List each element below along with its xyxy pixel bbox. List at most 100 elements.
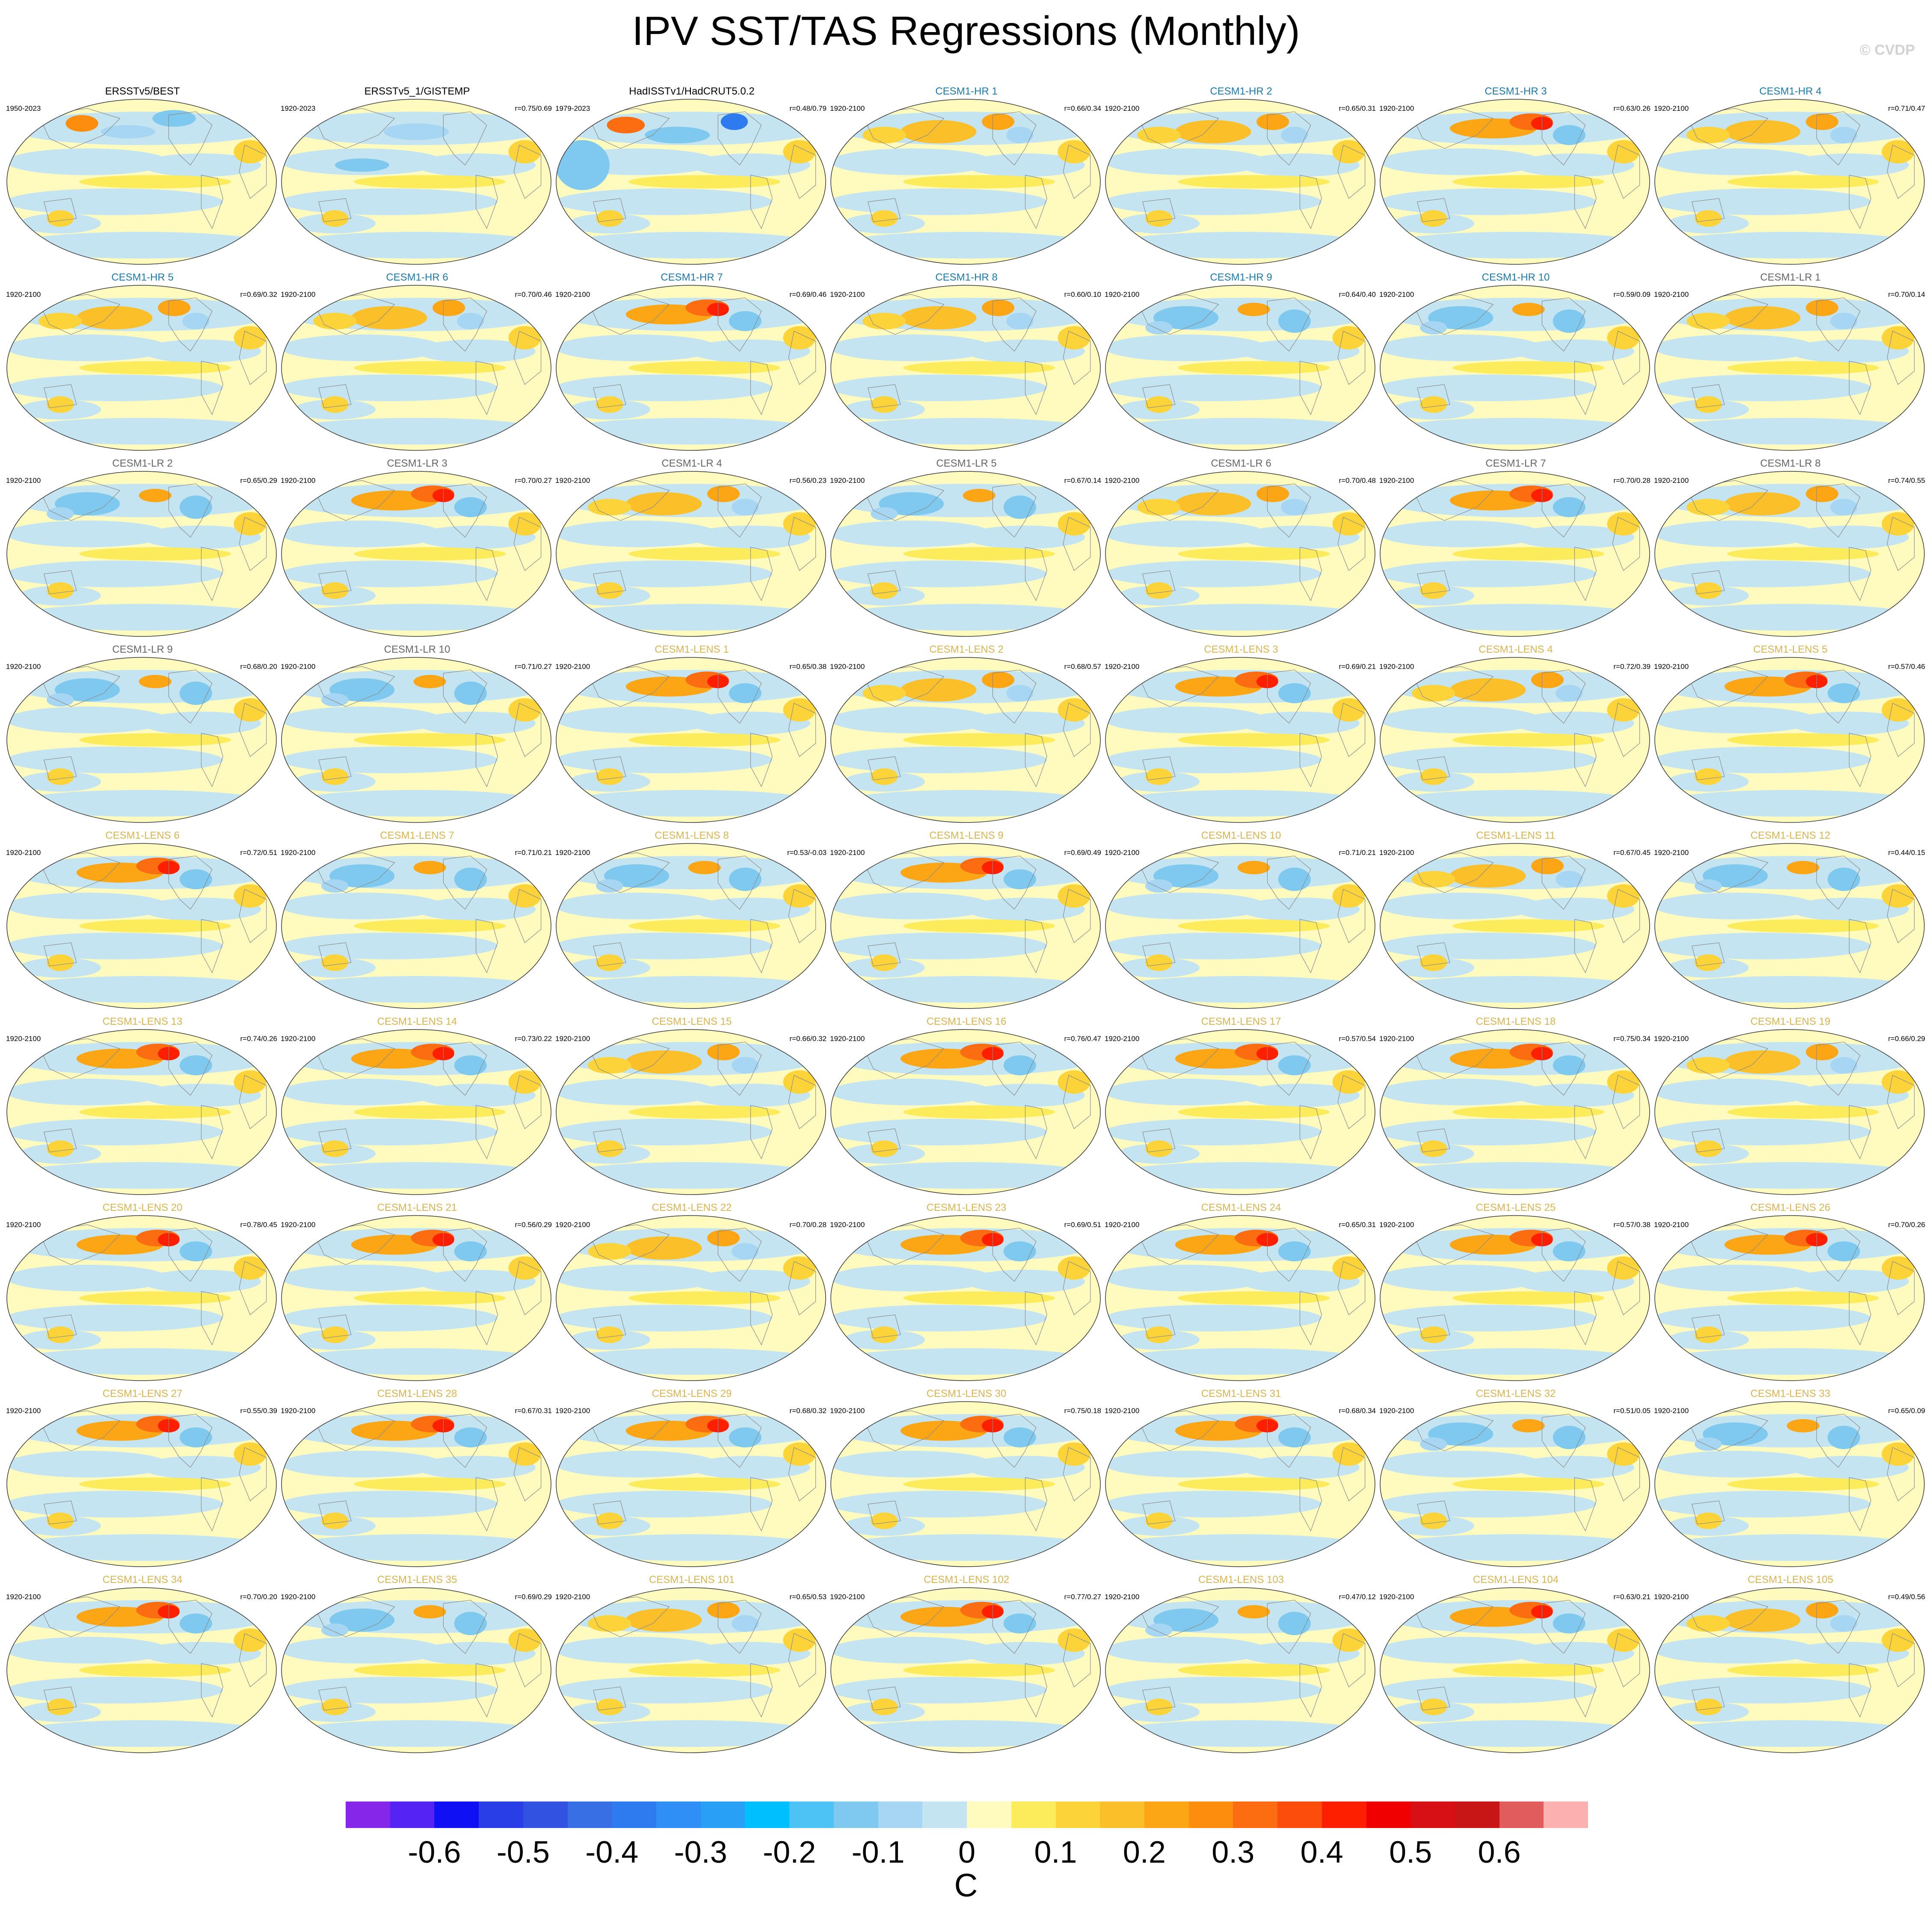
panel-pattern-correlation: r=0.78/0.45 bbox=[240, 1221, 278, 1229]
coastline bbox=[1417, 1686, 1450, 1711]
coastline bbox=[38, 108, 121, 149]
panel-title: CESM1-HR 7 bbox=[661, 272, 723, 283]
anomaly-region bbox=[139, 488, 172, 503]
coastline bbox=[1849, 361, 1871, 415]
regression-map bbox=[6, 471, 277, 637]
coastline bbox=[443, 855, 487, 910]
coastline bbox=[1887, 889, 1915, 943]
panel-period: 1920-2100 bbox=[555, 1035, 590, 1043]
panel-title: CESM1-HR 8 bbox=[935, 272, 998, 283]
regression-map bbox=[281, 843, 551, 1009]
colorbar-swatch bbox=[878, 1801, 923, 1828]
coastline bbox=[1267, 669, 1311, 724]
anomaly-region bbox=[1380, 1265, 1542, 1292]
coastline bbox=[201, 1663, 223, 1718]
coastline bbox=[239, 145, 267, 199]
regression-map bbox=[1380, 471, 1650, 637]
anomaly-region bbox=[1380, 1305, 1597, 1332]
coastline bbox=[1142, 1500, 1176, 1525]
map-panel: CESM1-LENS 24 1920-2100 r=0.65/0.31 bbox=[1105, 1202, 1378, 1384]
panel-pattern-correlation: r=0.68/0.34 bbox=[1339, 1407, 1376, 1415]
anomaly-region bbox=[1105, 707, 1268, 734]
map-border bbox=[1105, 99, 1375, 265]
anomaly-region bbox=[1556, 871, 1583, 888]
anomaly-region bbox=[1655, 1677, 1871, 1704]
coastline bbox=[38, 1038, 121, 1079]
coastline bbox=[788, 703, 816, 757]
coastline bbox=[1267, 1041, 1311, 1096]
regression-map bbox=[1654, 1587, 1925, 1753]
coastline bbox=[1417, 198, 1450, 222]
coastline bbox=[38, 1224, 121, 1265]
map-border bbox=[1380, 471, 1650, 637]
anomaly-region bbox=[1105, 374, 1322, 402]
panel-title: CESM1-LENS 16 bbox=[926, 1016, 1007, 1027]
coastline bbox=[313, 1596, 395, 1637]
panel-title: CESM1-LENS 35 bbox=[377, 1574, 457, 1586]
coastline bbox=[1267, 483, 1311, 538]
anomaly-region bbox=[707, 1230, 740, 1247]
colorbar-swatch bbox=[567, 1801, 612, 1828]
anomaly-region bbox=[1655, 374, 1871, 402]
map-panel: CESM1-LENS 105 1920-2100 r=0.49/0.56 bbox=[1654, 1574, 1927, 1756]
coastline bbox=[1137, 480, 1219, 521]
anomaly-region bbox=[47, 1140, 74, 1157]
coastline bbox=[443, 1228, 487, 1282]
anomaly-region bbox=[1512, 1419, 1545, 1433]
coastline bbox=[1574, 1477, 1597, 1532]
panel-title: CESM1-HR 9 bbox=[1210, 272, 1272, 283]
anomaly-region bbox=[1724, 120, 1801, 144]
panel-pattern-correlation: r=0.74/0.26 bbox=[240, 1035, 278, 1043]
colorbar-swatch bbox=[1233, 1801, 1278, 1828]
anomaly-region bbox=[1452, 361, 1605, 375]
anomaly-region bbox=[1515, 1642, 1634, 1665]
anomaly-region bbox=[354, 1663, 506, 1677]
anomaly-region bbox=[1380, 560, 1597, 588]
coastline bbox=[862, 852, 945, 893]
anomaly-region bbox=[900, 120, 977, 144]
coastline bbox=[1137, 1596, 1219, 1637]
coastline bbox=[868, 1128, 901, 1153]
anomaly-region bbox=[329, 678, 395, 702]
anomaly-region bbox=[831, 1305, 1047, 1332]
coastline bbox=[313, 1224, 395, 1265]
coastline bbox=[318, 1314, 352, 1339]
anomaly-region bbox=[1515, 711, 1634, 735]
anomaly-region bbox=[607, 116, 645, 133]
anomaly-region bbox=[1003, 869, 1036, 890]
coastline bbox=[513, 889, 542, 943]
map-border bbox=[1380, 1587, 1650, 1753]
panel-period: 1920-2100 bbox=[281, 290, 316, 299]
coastline bbox=[475, 361, 498, 415]
coastline bbox=[868, 1686, 901, 1711]
anomaly-region bbox=[1145, 1623, 1173, 1637]
anomaly-region bbox=[1724, 492, 1801, 516]
anomaly-region bbox=[1145, 879, 1173, 893]
panel-period: 1920-2100 bbox=[6, 1407, 41, 1415]
anomaly-region bbox=[47, 582, 74, 599]
coastline bbox=[475, 547, 498, 601]
anomaly-region bbox=[560, 604, 821, 631]
coastline bbox=[587, 666, 670, 707]
anomaly-region bbox=[966, 1642, 1085, 1665]
panel-pattern-correlation: r=0.63/0.26 bbox=[1613, 104, 1651, 112]
anomaly-region bbox=[416, 339, 536, 363]
anomaly-region bbox=[1420, 1698, 1447, 1716]
regression-map bbox=[1654, 471, 1925, 637]
map-panel: CESM1-LR 7 1920-2100 r=0.70/0.28 bbox=[1379, 458, 1652, 640]
anomaly-region bbox=[1384, 790, 1645, 817]
anomaly-region bbox=[1380, 1079, 1542, 1106]
anomaly-region bbox=[1420, 1512, 1447, 1529]
anomaly-region bbox=[383, 123, 449, 140]
anomaly-region bbox=[179, 1613, 212, 1634]
anomaly-region bbox=[560, 1162, 821, 1189]
anomaly-region bbox=[1830, 313, 1858, 330]
anomaly-region bbox=[1655, 707, 1817, 734]
panel-title: CESM1-LR 10 bbox=[384, 644, 450, 655]
coastline bbox=[1686, 294, 1769, 335]
coastline bbox=[587, 852, 670, 893]
coastline bbox=[1267, 1414, 1311, 1468]
map-border bbox=[6, 285, 277, 451]
map-panel: CESM1-LENS 8 1920-2100 r=0.53/-0.03 bbox=[555, 830, 828, 1012]
panel-period: 1920-2100 bbox=[830, 1407, 865, 1415]
